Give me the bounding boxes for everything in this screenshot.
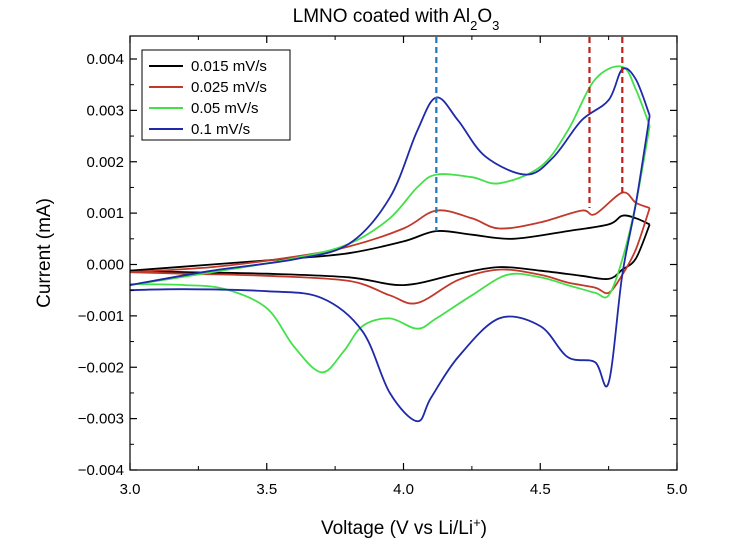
x-axis-title: Voltage (V vs Li/Li+): [321, 515, 487, 540]
legend-label: 0.025 mV/s: [191, 79, 267, 96]
chart-title-sub2: 3: [492, 18, 499, 33]
axes: 3.0 3.5 4.0 4.5 5.0 0.004 0.003 0.002 0.001 0.000…: [78, 36, 688, 498]
chart-title-main: LMNO coated with Al: [293, 6, 470, 27]
series-3-anodic-line: [129, 67, 651, 286]
x-tick-label: 3.5: [256, 481, 277, 498]
series-2-cathodic-line: [129, 125, 651, 374]
series-1-anodic-line: [129, 191, 651, 274]
x-tick-label: 4.5: [530, 481, 551, 498]
series-2-anodic-line: [129, 65, 651, 286]
series-3-cathodic-line: [129, 115, 651, 423]
chart-title-sub: 2: [470, 18, 477, 33]
legend: 0.015 mV/s 0.025 mV/s 0.05 mV/s 0.1 mV/s: [141, 49, 291, 141]
chart-title-main2: O: [477, 6, 492, 27]
plot-area: [129, 37, 651, 423]
x-axis-title-end: ): [481, 518, 487, 539]
y-tick-label: 0.000: [86, 257, 124, 274]
y-tick-label: −0.003: [78, 411, 124, 428]
series-1-cathodic-line: [129, 207, 651, 305]
y-tick-label: 0.001: [86, 205, 124, 222]
y-tick-label: 0.003: [86, 102, 124, 119]
x-axis-title-main: Voltage (V vs Li/Li: [321, 518, 473, 539]
y-tick-label: −0.001: [78, 308, 124, 325]
chart-title: LMNO coated with Al2O3: [293, 6, 500, 33]
x-tick-label: 3.0: [120, 481, 141, 498]
y-axis-title: Current (mA): [34, 198, 55, 308]
y-tick-label: 0.004: [86, 51, 124, 68]
x-tick-label: 5.0: [667, 481, 688, 498]
y-tick-label: 0.002: [86, 154, 124, 171]
y-tick-label: −0.002: [78, 359, 124, 376]
legend-label: 0.1 mV/s: [191, 121, 250, 138]
y-tick-label: −0.004: [78, 462, 124, 479]
legend-label: 0.05 mV/s: [191, 100, 259, 117]
legend-label: 0.015 mV/s: [191, 58, 267, 75]
x-axis-title-sup: +: [473, 515, 481, 530]
x-tick-label: 4.0: [393, 481, 414, 498]
